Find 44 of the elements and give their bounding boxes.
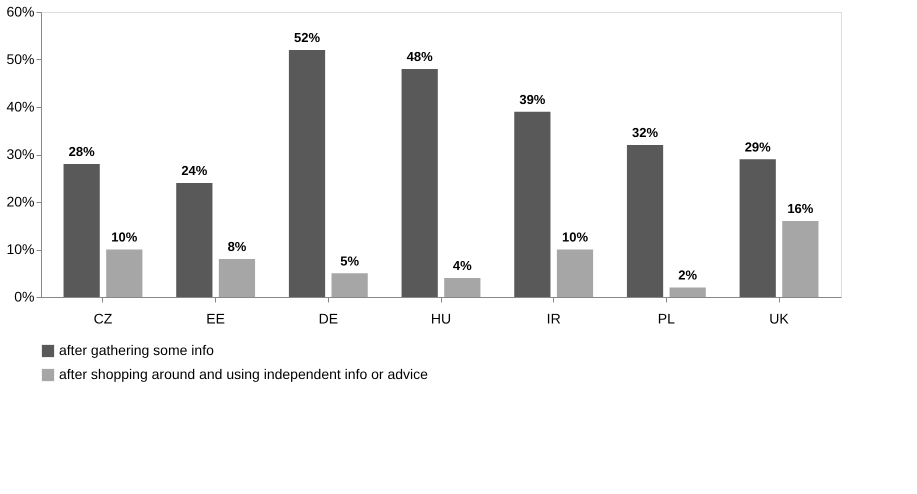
bar: [514, 112, 550, 297]
bar: [626, 145, 664, 297]
legend-label: after shopping around and using independent info or advice: [59, 366, 428, 382]
bar: [288, 50, 326, 297]
bar: [670, 288, 706, 297]
bar: [402, 69, 438, 297]
x-tick-label: DE: [318, 310, 338, 326]
data-label: 16%: [787, 201, 814, 216]
y-tick-label: 10%: [6, 241, 34, 257]
y-tick-label: 40%: [6, 98, 34, 114]
y-tick-label: 20%: [6, 194, 34, 210]
data-label: 10%: [562, 230, 588, 244]
data-label: 28%: [68, 144, 96, 159]
x-tick-label: EE: [206, 310, 225, 326]
bar: [106, 250, 142, 297]
data-label: 4%: [452, 258, 472, 273]
y-tick-label: 50%: [6, 51, 34, 67]
y-tick-label: 30%: [6, 146, 34, 162]
data-label: 2%: [678, 268, 698, 282]
bar: [556, 250, 594, 297]
bar: [782, 221, 818, 297]
bar: [64, 164, 100, 297]
y-tick-label: 0%: [14, 288, 34, 304]
data-label: 52%: [294, 30, 320, 45]
data-label: 29%: [744, 139, 772, 154]
bar: [218, 259, 256, 297]
bar: [444, 278, 480, 297]
x-tick-label: PL: [658, 310, 676, 326]
y-tick-label: 60%: [6, 4, 34, 20]
data-label: 32%: [632, 125, 658, 140]
data-label: 5%: [340, 253, 360, 268]
bar: [332, 273, 368, 297]
data-label: 8%: [228, 239, 247, 254]
data-label: 39%: [519, 92, 546, 107]
data-label: 48%: [406, 49, 434, 64]
legend-label: after gathering some info: [59, 342, 214, 358]
data-label: 10%: [111, 230, 138, 244]
bar: [176, 183, 212, 297]
data-label: 24%: [181, 163, 208, 178]
x-tick-label: UK: [769, 310, 790, 326]
bar: [740, 159, 776, 297]
x-tick-label: CZ: [94, 310, 113, 326]
x-tick-label: IR: [546, 310, 561, 326]
x-tick-label: HU: [430, 310, 452, 326]
